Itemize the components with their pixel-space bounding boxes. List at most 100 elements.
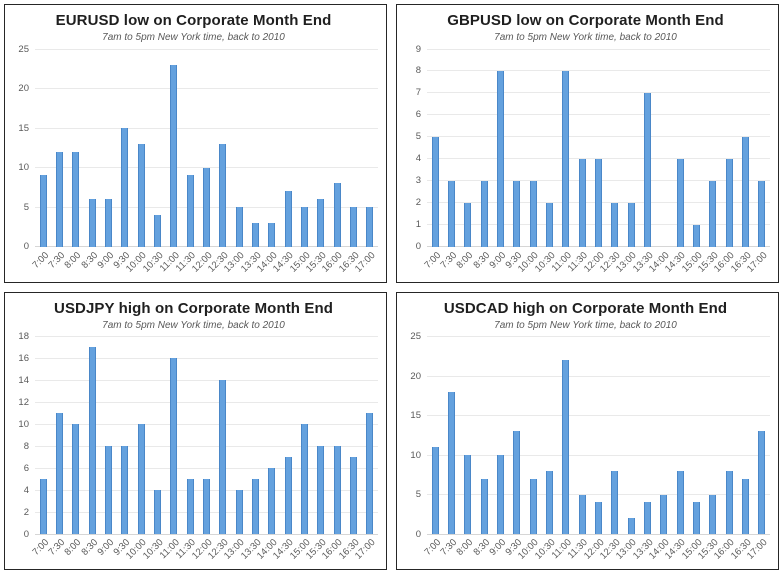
gridline bbox=[427, 48, 770, 50]
bar-slot bbox=[215, 337, 231, 534]
bar-slot bbox=[525, 337, 541, 534]
chart-title: GBPUSD low on Corporate Month End bbox=[447, 12, 724, 29]
bar bbox=[643, 502, 651, 534]
bar bbox=[709, 494, 717, 534]
bar bbox=[268, 468, 276, 534]
gridline bbox=[427, 246, 770, 247]
bar bbox=[235, 490, 243, 534]
gridline bbox=[427, 375, 770, 377]
bar-slot bbox=[737, 337, 753, 534]
chart-panel-usdcad-high: USDCAD high on Corporate Month End 7am t… bbox=[396, 291, 779, 570]
bar-slot bbox=[313, 49, 329, 247]
chart-area: 0 5 10 15 20 25 7:00 7:30 8:00 8:30 9:00 9:30 10:00 1… bbox=[401, 331, 770, 568]
bar bbox=[529, 478, 537, 534]
plot-area bbox=[427, 336, 770, 535]
bar bbox=[431, 136, 439, 247]
bar bbox=[284, 191, 292, 247]
x-axis-row: 7:00 7:30 8:00 8:30 9:00 9:30 10:00 10:30 11:00 1… bbox=[9, 247, 378, 280]
bar-slot bbox=[705, 49, 721, 247]
bar-slot bbox=[688, 49, 704, 247]
bar-slot bbox=[198, 337, 214, 534]
bar bbox=[72, 151, 80, 247]
y-axis: 0 2 4 6 8 10 12 14 16 18 bbox=[9, 331, 35, 540]
bar-slot bbox=[656, 337, 672, 534]
bar-slot bbox=[639, 49, 655, 247]
gridline bbox=[35, 336, 378, 337]
bar bbox=[741, 478, 749, 534]
bar-slot bbox=[264, 49, 280, 247]
bar-slot bbox=[362, 337, 378, 534]
bar-slot bbox=[541, 49, 557, 247]
bar-slot bbox=[558, 49, 574, 247]
bar bbox=[88, 347, 96, 534]
bar-slot bbox=[117, 337, 133, 534]
y-tick-label: 10 bbox=[18, 162, 29, 173]
bar bbox=[627, 202, 635, 247]
bar bbox=[170, 64, 178, 247]
bar bbox=[660, 494, 668, 534]
bar bbox=[611, 202, 619, 247]
bar-slot bbox=[721, 337, 737, 534]
y-tick-label: 25 bbox=[18, 43, 29, 55]
bar-slot bbox=[313, 337, 329, 534]
gridline bbox=[427, 136, 770, 138]
bar-slot bbox=[541, 337, 557, 534]
bar bbox=[725, 158, 733, 247]
bar bbox=[709, 180, 717, 247]
bar-slot bbox=[427, 337, 443, 534]
bar-slot bbox=[754, 49, 770, 247]
plot-area bbox=[35, 48, 378, 247]
gridline bbox=[35, 127, 378, 129]
y-tick-label: 0 bbox=[23, 241, 29, 252]
y-tick-label: 0 bbox=[415, 241, 421, 252]
bar bbox=[758, 180, 766, 247]
y-tick-label: 15 bbox=[410, 410, 421, 421]
chart-panel-eurusd-low: EURUSD low on Corporate Month End 7am to… bbox=[4, 4, 387, 283]
bar-slot bbox=[51, 337, 67, 534]
bar bbox=[170, 358, 178, 534]
bar-slot bbox=[345, 49, 361, 247]
y-axis: 0 5 10 15 20 25 bbox=[401, 331, 427, 540]
y-axis: 0 5 10 15 20 25 bbox=[9, 44, 35, 253]
y-tick-label: 4 bbox=[415, 153, 421, 165]
bar bbox=[268, 222, 276, 247]
bar bbox=[186, 479, 194, 534]
gridline bbox=[427, 336, 770, 337]
bar bbox=[758, 431, 766, 534]
bar-slot bbox=[264, 337, 280, 534]
bar bbox=[202, 479, 210, 534]
y-axis: 0 1 2 3 4 5 6 7 8 9 bbox=[401, 44, 427, 253]
bar-slot bbox=[296, 49, 312, 247]
bar-slot bbox=[427, 49, 443, 247]
bar-slot bbox=[492, 337, 508, 534]
bar bbox=[251, 222, 259, 247]
bar-slot bbox=[35, 49, 51, 247]
bar bbox=[496, 455, 504, 534]
x-axis: 7:00 7:30 8:00 8:30 9:00 9:30 10:00 10:30 11:00 1… bbox=[30, 534, 378, 567]
bar bbox=[676, 470, 684, 534]
bar bbox=[692, 224, 700, 247]
y-tick-label: 14 bbox=[18, 374, 29, 386]
bar bbox=[72, 424, 80, 534]
bar-slot bbox=[656, 49, 672, 247]
y-tick-label: 5 bbox=[23, 201, 29, 213]
y-tick-label: 18 bbox=[18, 331, 29, 342]
bar-slot bbox=[84, 49, 100, 247]
bar-slot bbox=[362, 49, 378, 247]
bar bbox=[692, 502, 700, 534]
bar bbox=[447, 180, 455, 247]
bar-slot bbox=[198, 49, 214, 247]
bar bbox=[104, 199, 112, 247]
chart-subtitle: 7am to 5pm New York time, back to 2010 bbox=[102, 32, 285, 43]
bar bbox=[594, 502, 602, 534]
bar-slot bbox=[623, 337, 639, 534]
bar-slot bbox=[460, 49, 476, 247]
y-tick-label: 20 bbox=[410, 370, 421, 382]
bar-slot bbox=[280, 337, 296, 534]
bar-slot bbox=[51, 49, 67, 247]
bar bbox=[121, 446, 129, 534]
gridline bbox=[427, 114, 770, 116]
gridline bbox=[35, 246, 378, 247]
bars bbox=[427, 337, 770, 534]
chart-subtitle: 7am to 5pm New York time, back to 2010 bbox=[102, 319, 285, 331]
